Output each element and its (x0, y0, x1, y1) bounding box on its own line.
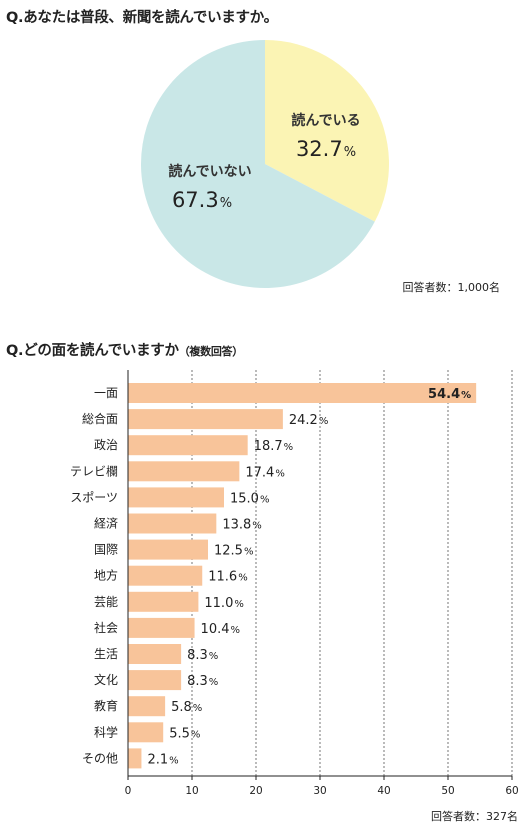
pie-slice-value-1: 67.3% (172, 188, 232, 212)
bar-value-label-11: 8.3% (187, 674, 218, 689)
bar-4 (128, 487, 224, 508)
bar-7 (128, 565, 203, 586)
pie-slice-value-0: 32.7% (296, 137, 356, 161)
question-1-title: Q.あなたは普段、新聞を読んでいますか。 (6, 10, 278, 26)
category-label-1: 総合面 (82, 411, 118, 426)
bar-value-label-7: 11.6% (208, 570, 247, 585)
category-label-4: スポーツ (70, 490, 118, 504)
x-tick-label-60: 60 (505, 785, 518, 797)
bar-6 (128, 539, 208, 560)
bar-14 (128, 748, 142, 769)
category-label-2: 政治 (94, 438, 118, 452)
category-label-8: 芸能 (94, 595, 118, 609)
bar-value-label-2: 18.7% (254, 439, 293, 454)
question-2-note: （複数回答） (178, 345, 244, 358)
bar-value-label-12: 5.8% (171, 700, 202, 715)
x-tick-label-20: 20 (249, 785, 262, 797)
pie-slice-0 (265, 40, 389, 222)
bar-value-label-13: 5.5% (169, 726, 200, 741)
pie-slice-1 (140, 40, 375, 288)
x-tick-label-0: 0 (125, 785, 132, 797)
bar-2 (128, 435, 248, 456)
bar-value-label-5: 13.8% (222, 518, 261, 533)
bar-1 (128, 409, 283, 430)
category-label-12: 教育 (94, 698, 118, 713)
pie-slice-label-1: 読んでいない (168, 163, 251, 180)
category-label-9: 社会 (94, 620, 118, 635)
x-tick-label-10: 10 (185, 785, 198, 797)
bar-value-label-4: 15.0% (230, 491, 269, 506)
bar-value-label-9: 10.4% (201, 622, 240, 637)
bar-11 (128, 670, 182, 691)
bar-value-label-0: 54.4% (428, 387, 471, 402)
pie-chart: 読んでいる 32.7% 読んでいない 67.3% (140, 40, 389, 288)
bar-13 (128, 722, 164, 743)
bar-value-label-1: 24.2% (289, 413, 328, 428)
pie-respondent-count: 回答者数：1,000名 (402, 281, 501, 294)
bar-value-label-8: 11.0% (204, 596, 243, 611)
x-tick-label-40: 40 (377, 785, 390, 797)
x-tick-label-50: 50 (441, 785, 454, 797)
bar-5 (128, 513, 217, 534)
category-label-14: その他 (82, 751, 118, 765)
bar-0 (128, 383, 477, 403)
bar-10 (128, 644, 182, 664)
category-label-5: 経済 (94, 516, 118, 531)
bar-value-label-3: 17.4% (245, 465, 284, 480)
bar-9 (128, 617, 195, 638)
bar-8 (128, 591, 199, 612)
category-label-7: 地方 (94, 568, 118, 583)
category-label-6: 国際 (94, 543, 118, 557)
bar-value-label-14: 2.1% (147, 752, 178, 767)
bar-value-label-10: 8.3% (187, 648, 218, 663)
category-label-3: テレビ欄 (70, 463, 118, 478)
question-2-text: Q.どの面を読んでいますか (6, 343, 179, 359)
category-label-10: 生活 (94, 647, 118, 661)
bar-value-label-6: 12.5% (214, 544, 253, 559)
x-tick-label-30: 30 (313, 785, 326, 797)
question-2-title: Q.どの面を読んでいますか（複数回答） (6, 339, 243, 360)
pie-slice-label-0: 読んでいる (291, 112, 360, 129)
bar-12 (128, 696, 166, 717)
category-label-11: 文化 (94, 672, 118, 687)
category-label-0: 一面 (94, 386, 118, 400)
category-label-13: 科学 (94, 724, 118, 739)
bar-3 (128, 461, 240, 482)
bar-respondent-count: 回答者数：327名 (431, 810, 518, 823)
